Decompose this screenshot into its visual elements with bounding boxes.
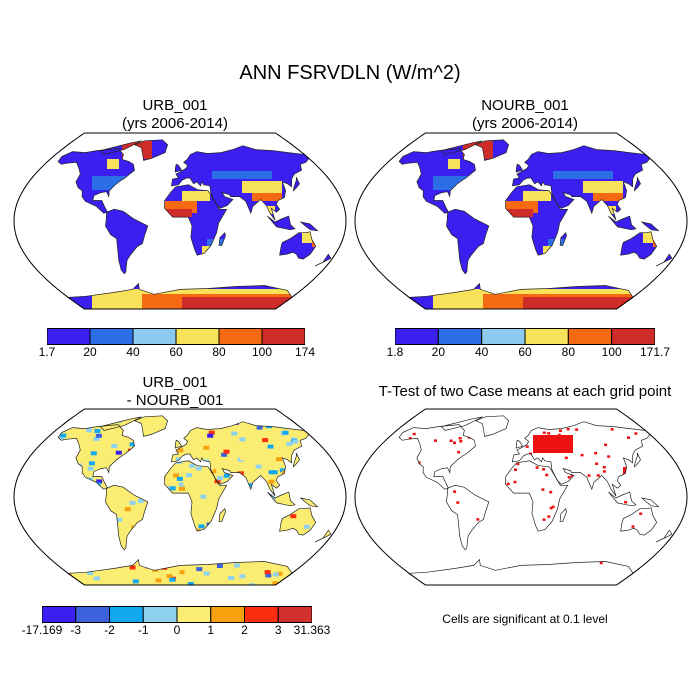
colorbar-difference bbox=[42, 606, 312, 623]
colorbar-swatch bbox=[75, 606, 110, 623]
panel-title-line1: URB_001 bbox=[142, 97, 208, 114]
colorbar-swatch bbox=[567, 328, 613, 345]
panel-title-line2: (yrs 2006-2014) bbox=[122, 115, 228, 132]
colorbar-label: 20 bbox=[83, 345, 97, 359]
colorbar-swatch bbox=[175, 328, 220, 345]
colorbar-label: 1 bbox=[207, 623, 215, 637]
significance-note: Cells are significant at 0.1 level bbox=[442, 612, 608, 626]
colorbar-label: 80 bbox=[212, 345, 226, 359]
panel-title-line1: NOURB_001 bbox=[481, 97, 569, 114]
colorbar-label: -1 bbox=[137, 623, 149, 637]
colorbar-label: 171.7 bbox=[639, 345, 671, 359]
colorbar-nourb bbox=[395, 328, 655, 345]
colorbar-label: 3 bbox=[274, 623, 282, 637]
map-border bbox=[354, 132, 688, 310]
colorbar-label: 80 bbox=[561, 345, 576, 359]
colorbar-swatch bbox=[109, 606, 144, 623]
colorbar-label: 174 bbox=[294, 345, 316, 359]
land-fill bbox=[399, 427, 672, 569]
colorbar-swatch bbox=[437, 328, 483, 345]
panel-title-urb: URB_001 (yrs 2006-2014) bbox=[25, 97, 325, 133]
colorbar-urb-labels: 1.7 20 40 60 80 100 174 bbox=[39, 345, 315, 359]
map-nourb bbox=[354, 132, 688, 310]
colorbar-swatch bbox=[218, 328, 263, 345]
panel-title-ttest: T-Test of two Case means at each grid po… bbox=[378, 383, 672, 400]
colorbar-label: 1.8 bbox=[386, 345, 404, 359]
colorbar-swatch bbox=[611, 328, 655, 345]
colorbar-label: 2 bbox=[241, 623, 248, 637]
map-ttest bbox=[354, 408, 688, 586]
colorbar-label: 0 bbox=[173, 623, 181, 637]
panel-title-line1: URB_001 bbox=[142, 374, 208, 391]
colorbar-urb bbox=[47, 328, 305, 345]
colorbar-difference-labels: -17.169 -3 -2 -1 0 1 2 3 31.363 bbox=[22, 623, 331, 637]
colorbar-swatch bbox=[481, 328, 526, 345]
map-border bbox=[354, 408, 688, 586]
colorbar-swatch bbox=[47, 328, 91, 345]
colorbar-swatch bbox=[132, 328, 177, 345]
land-fill bbox=[58, 139, 331, 309]
colorbar-swatch bbox=[142, 606, 178, 623]
panel-title-nourb: NOURB_001 (yrs 2006-2014) bbox=[375, 97, 675, 133]
colorbar-nourb-labels: 1.8 20 40 60 80 100 171.7 bbox=[387, 345, 670, 359]
colorbar-swatch bbox=[244, 606, 279, 623]
colorbar-swatch bbox=[261, 328, 305, 345]
colorbar-label: 60 bbox=[518, 345, 532, 359]
map-urb bbox=[13, 132, 347, 310]
figure-title: ANN FSRVDLN (W/m^2) bbox=[239, 62, 461, 84]
colorbar-swatch bbox=[210, 606, 245, 623]
colorbar-swatch bbox=[524, 328, 569, 345]
panel-title-line2: - NOURB_001 bbox=[126, 392, 224, 409]
colorbar-label: 1.7 bbox=[38, 345, 56, 359]
colorbar-label: 40 bbox=[474, 345, 489, 359]
colorbar-label: 60 bbox=[169, 345, 183, 359]
colorbar-label: 100 bbox=[601, 345, 622, 359]
map-border bbox=[13, 408, 347, 586]
land-fill bbox=[399, 139, 672, 309]
colorbar-swatch bbox=[277, 606, 312, 623]
colorbar-label: -17.169 bbox=[21, 623, 63, 637]
land-fill bbox=[58, 415, 331, 585]
panel-title-diff: URB_001 - NOURB_001 bbox=[25, 374, 325, 410]
colorbar-label: -2 bbox=[104, 623, 115, 637]
colorbar-swatch bbox=[42, 606, 77, 623]
coastlines bbox=[57, 139, 332, 310]
colorbar-swatch bbox=[395, 328, 439, 345]
panel-title-line2: (yrs 2006-2014) bbox=[472, 115, 578, 132]
colorbar-label: 31.363 bbox=[293, 623, 331, 637]
colorbar-swatch bbox=[176, 606, 212, 623]
colorbar-swatch bbox=[89, 328, 134, 345]
map-difference bbox=[13, 408, 347, 586]
colorbar-label: 100 bbox=[251, 345, 273, 359]
map-border bbox=[13, 132, 347, 310]
colorbar-label: 20 bbox=[431, 345, 446, 359]
colorbar-label: 40 bbox=[126, 345, 140, 359]
colorbar-label: -3 bbox=[70, 623, 82, 637]
